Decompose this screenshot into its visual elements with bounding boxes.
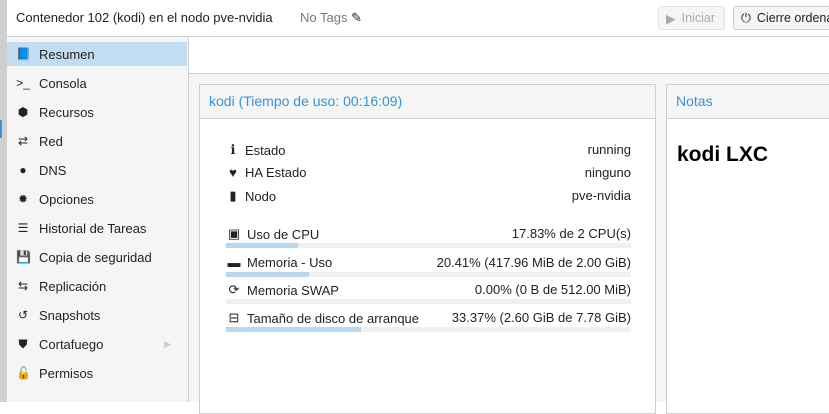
usage-value: 0.00% (0 B de 512.00 MiB) xyxy=(474,282,631,297)
pencil-icon: ✎ xyxy=(351,10,362,25)
swap-icon: ⟳ xyxy=(228,282,240,297)
sidebar-item-label: Historial de Tareas xyxy=(39,220,147,236)
sidebar-item-copia-de-seguridad[interactable]: 💾 Copia de seguridad xyxy=(7,245,187,269)
notes-title: Notas xyxy=(667,85,829,119)
sidebar-item-label: Copia de seguridad xyxy=(39,249,152,265)
sidebar-item-label: Snapshots xyxy=(39,307,101,323)
notes-panel: Notas kodi LXC xyxy=(666,84,829,414)
sidebar-item-label: Consola xyxy=(39,75,87,91)
globe-icon: ● xyxy=(19,163,27,177)
usage-row: ⟳ Memoria SWAP 0.00% (0 B de 512.00 MiB) xyxy=(227,282,631,298)
terminal-icon: >_ xyxy=(16,76,30,90)
start-button[interactable]: ▶ Iniciar xyxy=(658,6,725,30)
history-icon: ↺ xyxy=(17,308,29,322)
retweet-icon: ⇆ xyxy=(17,279,29,293)
summary-title: kodi (Tiempo de uso: 00:16:09) xyxy=(200,85,655,119)
expand-arrow-icon: ▶ xyxy=(164,338,171,349)
sidebar-item-dns[interactable]: ● DNS xyxy=(7,158,187,182)
info-row: ♥ HA Estado ninguno xyxy=(227,165,631,180)
book-icon: 📘 xyxy=(16,47,31,61)
info-row: ▮ Nodo pve-nvidia xyxy=(227,188,631,204)
usage-progress-bar xyxy=(226,243,631,248)
page-title: Contenedor 102 (kodi) en el nodo pve-nvi… xyxy=(16,10,273,25)
hdd-icon: ⊟ xyxy=(228,310,240,325)
sidebar: 📘 Resumen >_ Consola ⬢ Recursos ⇄ Red ● DNS ✹ Opcio… xyxy=(7,37,189,402)
list-icon: ☰ xyxy=(17,221,29,235)
sidebar-item-consola[interactable]: >_ Consola xyxy=(7,71,187,95)
info-value: running xyxy=(587,142,631,157)
sidebar-item-cortafuego[interactable]: ⛊ Cortafuego ▶ xyxy=(7,332,187,356)
start-label: Iniciar xyxy=(681,11,715,25)
gear-icon: ✹ xyxy=(17,192,29,206)
usage-label: Memoria - Uso xyxy=(247,255,333,270)
shutdown-label: Cierre ordenado xyxy=(756,11,829,25)
usage-row: ▬ Memoria - Uso 20.41% (417.96 MiB de 2.00… xyxy=(227,255,632,270)
usage-label: Memoria SWAP xyxy=(247,282,339,298)
info-label: Nodo xyxy=(245,188,277,204)
info-row: ℹ Estado running xyxy=(227,142,631,158)
server-icon: ▮ xyxy=(229,188,237,203)
usage-value: 33.37% (2.60 GiB de 7.78 GiB) xyxy=(451,310,631,325)
sidebar-item-red[interactable]: ⇄ Red xyxy=(7,129,187,153)
sidebar-item-label: Cortafuego xyxy=(39,336,104,352)
sidebar-item-label: Red xyxy=(39,133,63,149)
memory-icon: ▬ xyxy=(227,255,241,270)
sidebar-item-label: DNS xyxy=(39,162,67,178)
usage-progress-bar xyxy=(226,327,631,332)
usage-progress-bar xyxy=(226,299,631,304)
usage-progress-bar xyxy=(226,272,631,277)
sidebar-item-recursos[interactable]: ⬢ Recursos xyxy=(7,100,187,124)
usage-value: 17.83% de 2 CPU(s) xyxy=(511,226,631,241)
sidebar-item-label: Resumen xyxy=(39,46,95,62)
usage-progress-fill xyxy=(226,243,299,248)
sidebar-item-historial-de-tareas[interactable]: ☰ Historial de Tareas xyxy=(7,216,187,240)
usage-value: 20.41% (417.96 MiB de 2.00 GiB) xyxy=(436,255,631,270)
sidebar-item-label: Opciones xyxy=(39,191,94,207)
sidebar-item-snapshots[interactable]: ↺ Snapshots xyxy=(7,303,187,327)
tags-label: No Tags xyxy=(300,10,348,25)
sidebar-item-replicaci-n[interactable]: ⇆ Replicación xyxy=(7,274,187,298)
info-label: Estado xyxy=(245,142,286,158)
cpu-icon: ▣ xyxy=(227,226,241,241)
info-value: ninguno xyxy=(584,165,631,180)
usage-progress-fill xyxy=(226,272,309,277)
floppy-icon: 💾 xyxy=(16,250,31,264)
heartbeat-icon: ♥ xyxy=(229,165,237,180)
play-icon: ▶ xyxy=(666,11,676,26)
sidebar-item-resumen[interactable]: 📘 Resumen xyxy=(7,42,187,66)
summary-panel: kodi (Tiempo de uso: 00:16:09) ℹ Estado ru… xyxy=(199,84,656,414)
power-icon: ⏻ xyxy=(741,10,751,25)
usage-label: Uso de CPU xyxy=(247,226,320,242)
notes-content: kodi LXC xyxy=(677,143,769,166)
exchange-icon: ⇄ xyxy=(17,134,29,148)
toolbar-area xyxy=(189,37,829,74)
sidebar-item-label: Replicación xyxy=(39,278,107,294)
left-resize-strip xyxy=(0,0,7,402)
info-icon: ℹ xyxy=(230,142,236,157)
usage-row: ⊟ Tamaño de disco de arranque 33.37% (2.60… xyxy=(227,310,631,326)
info-value: pve-nvidia xyxy=(571,188,631,203)
cube-icon: ⬢ xyxy=(17,105,29,119)
usage-progress-fill xyxy=(226,327,362,332)
header: Contenedor 102 (kodi) en el nodo pve-nvi… xyxy=(7,0,829,37)
content-area: kodi (Tiempo de uso: 00:16:09) ℹ Estado ru… xyxy=(189,74,829,414)
shield-icon: ⛊ xyxy=(18,336,28,351)
shutdown-button[interactable]: ⏻ Cierre ordenado xyxy=(733,6,829,30)
tags-editor[interactable]: No Tags ✎ xyxy=(300,10,362,26)
usage-row: ▣ Uso de CPU 17.83% de 2 CPU(s) xyxy=(227,226,631,242)
sidebar-item-label: Recursos xyxy=(39,104,94,120)
info-label: HA Estado xyxy=(245,165,307,180)
sidebar-item-permisos[interactable]: 🔓 Permisos xyxy=(7,361,187,385)
unlock-icon: 🔓 xyxy=(16,366,31,380)
sidebar-item-label: Permisos xyxy=(39,365,94,381)
left-selection-marker xyxy=(0,120,2,138)
sidebar-item-opciones[interactable]: ✹ Opciones xyxy=(7,187,187,211)
usage-label: Tamaño de disco de arranque xyxy=(247,310,420,326)
